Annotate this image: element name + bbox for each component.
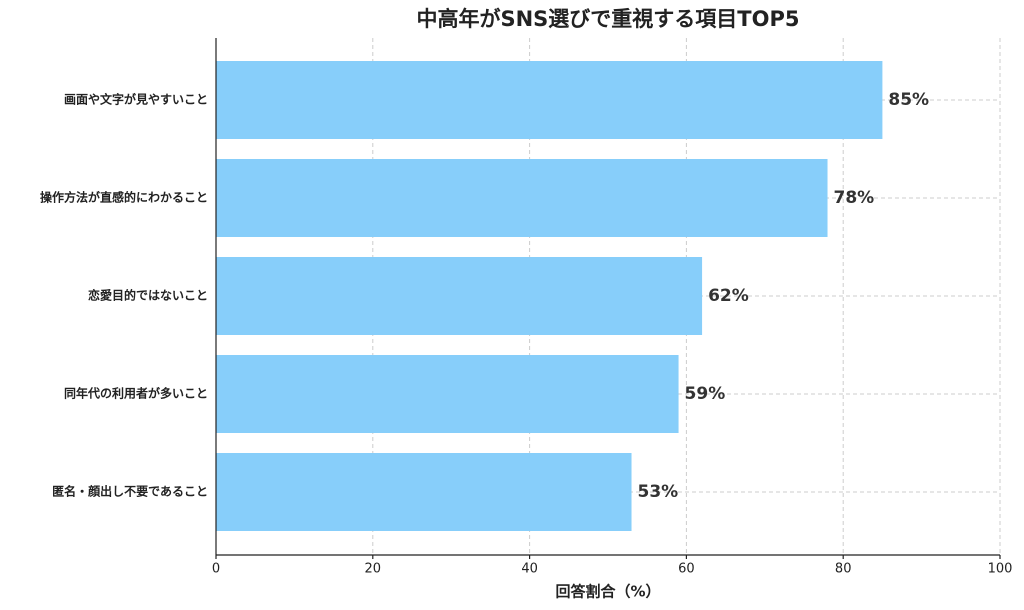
chart-title: 中高年がSNS選びで重視する項目TOP5 [416, 7, 799, 31]
y-tick-label: 画面や文字が見やすいこと [64, 92, 208, 107]
x-tick-label: 100 [988, 562, 1013, 577]
value-label: 85% [888, 90, 929, 110]
value-label: 53% [638, 482, 679, 502]
y-tick-label: 操作方法が直感的にわかること [40, 190, 208, 205]
x-tick-label: 80 [835, 562, 852, 577]
x-axis-label: 回答割合（%） [555, 583, 660, 601]
x-tick-label: 60 [678, 562, 695, 577]
x-tick-label: 20 [365, 562, 382, 577]
bar [216, 159, 828, 237]
bar [216, 257, 703, 335]
value-label: 59% [685, 384, 726, 404]
bar [216, 61, 883, 139]
y-tick-label: 同年代の利用者が多いこと [64, 386, 208, 401]
bar [216, 355, 679, 433]
plot: 0 20 40 60 80 100 画面や文字が見やすいこと 85% 操作方法が直感的にわかるこ… [40, 38, 1012, 577]
value-label: 78% [834, 188, 875, 208]
bar [216, 453, 632, 531]
x-tick-label: 0 [212, 562, 220, 577]
y-tick-label: 恋愛目的ではないこと [88, 288, 208, 303]
value-label: 62% [708, 286, 749, 306]
y-tick-label: 匿名・顔出し不要であること [52, 484, 208, 499]
x-tick-label: 40 [521, 562, 538, 577]
